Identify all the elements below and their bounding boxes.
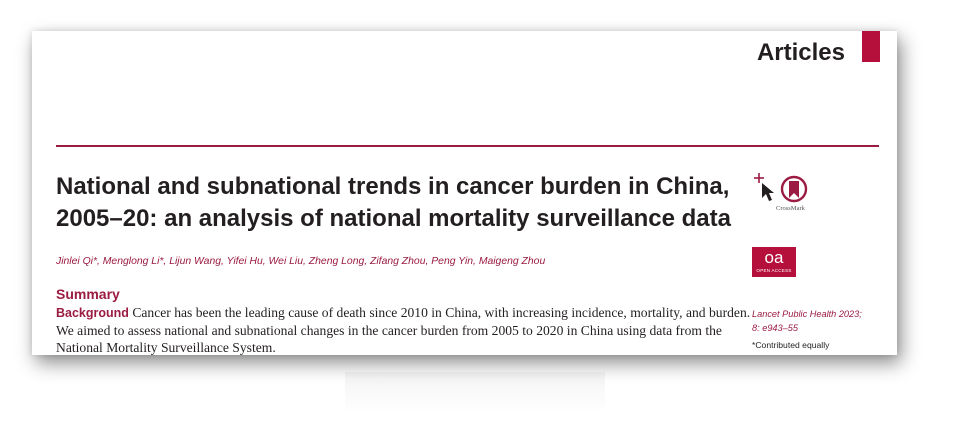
article-card: Articles National and subnational trends… <box>32 31 897 355</box>
card-reflection <box>345 372 605 414</box>
header-rule <box>56 145 879 147</box>
abstract-background: Background Cancer has been the leading c… <box>56 304 751 356</box>
oa-badge[interactable]: oa OPEN ACCESS <box>752 247 796 277</box>
section-tab <box>862 31 880 62</box>
author-list[interactable]: Jinlei Qi*, Menglong Li*, Lijun Wang, Yi… <box>56 256 546 267</box>
citation[interactable]: Lancet Public Health 2023; 8: e943–55 <box>752 307 882 335</box>
background-text: Cancer has been the leading cause of dea… <box>56 305 751 355</box>
section-label: Articles <box>756 39 845 66</box>
oa-subtext: OPEN ACCESS <box>756 268 792 273</box>
citation-line-1: Lancet Public Health 2023; <box>752 309 862 319</box>
summary-heading: Summary <box>56 286 120 302</box>
oa-text: oa <box>764 248 784 267</box>
crossmark-label: CrossMark <box>776 205 805 212</box>
crossmark-icon[interactable] <box>752 171 814 219</box>
title-line-2: 2005–20: an analysis of national mortali… <box>56 205 731 232</box>
title-line-1: National and subnational trends in cance… <box>56 173 730 200</box>
article-title: National and subnational trends in cance… <box>56 171 756 235</box>
crossmark-graphic <box>754 173 808 203</box>
background-label: Background <box>56 306 129 320</box>
citation-line-2: 8: e943–55 <box>752 323 798 333</box>
contributed-note: *Contributed equally <box>752 340 830 350</box>
